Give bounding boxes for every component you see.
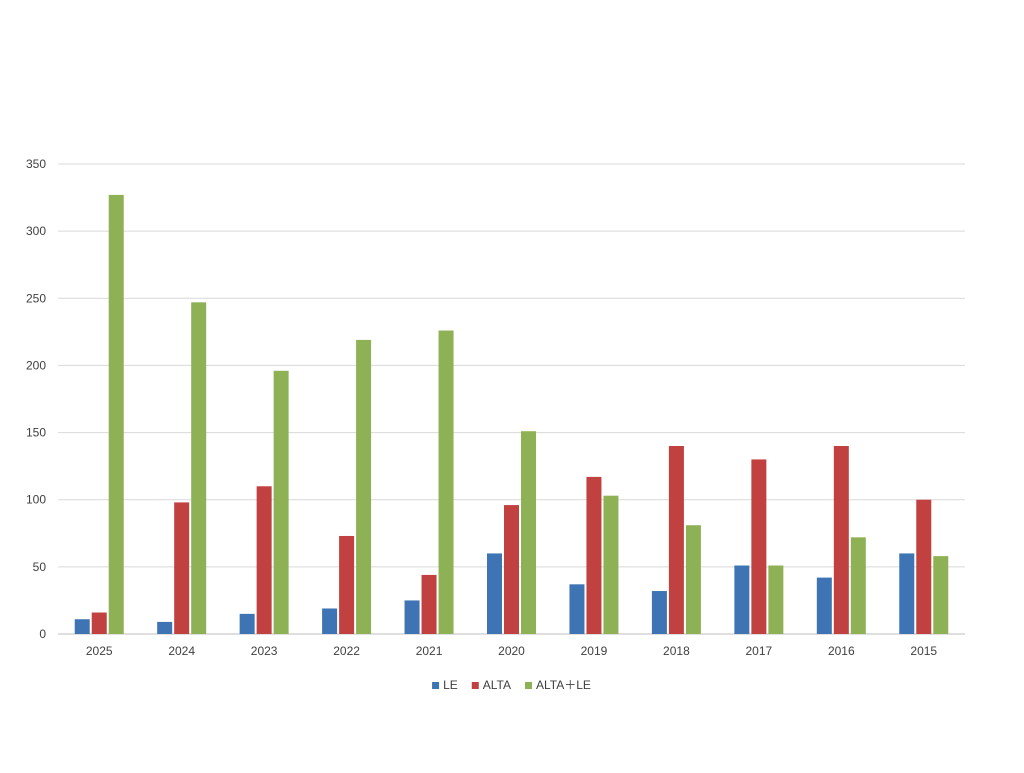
bar-alta-le-2017 bbox=[768, 565, 784, 634]
bar-alta-2017 bbox=[751, 459, 767, 634]
y-axis-tick-labels: 0 50 100 150 200 250 300 350 bbox=[26, 157, 46, 641]
x-tick-label: 2021 bbox=[416, 644, 443, 658]
legend-swatch bbox=[471, 682, 479, 689]
y-tick-label: 0 bbox=[39, 627, 46, 641]
bar-alta-2020 bbox=[504, 505, 519, 634]
bar-alta-le-2024 bbox=[191, 302, 207, 634]
bar-alta-le-2020 bbox=[521, 431, 536, 634]
bar-alta-le-2023 bbox=[273, 370, 289, 634]
bar-alta-2023 bbox=[256, 486, 272, 634]
legend-item: ALTA bbox=[471, 678, 511, 692]
y-tick-label: 300 bbox=[26, 224, 46, 238]
y-tick-label: 350 bbox=[26, 157, 46, 171]
legend-item: ALTA＋LE bbox=[525, 678, 591, 692]
bar-le-2015 bbox=[899, 553, 915, 634]
x-tick-label: 2025 bbox=[86, 644, 113, 658]
bar-le-2017 bbox=[734, 565, 750, 634]
bar-alta-le-2018 bbox=[685, 525, 701, 634]
legend-label: LE bbox=[443, 678, 458, 692]
x-tick-label: 2017 bbox=[746, 644, 773, 658]
bar-alta-le-2019 bbox=[603, 495, 619, 634]
legend-swatch bbox=[525, 682, 532, 689]
bar-alta-le-2025 bbox=[108, 194, 124, 634]
bar-le-2021 bbox=[404, 600, 420, 634]
legend-label: ALTA bbox=[483, 678, 511, 692]
legend-swatch bbox=[432, 682, 440, 689]
bar-alta-2015 bbox=[916, 499, 932, 634]
legend-label: ALTA＋LE bbox=[536, 678, 591, 692]
x-tick-label: 2015 bbox=[910, 644, 937, 658]
legend-item: LE bbox=[432, 678, 458, 692]
bar-le-2020 bbox=[487, 553, 502, 634]
bar-le-2024 bbox=[157, 621, 173, 634]
bar-alta-2019 bbox=[586, 476, 602, 634]
bar-le-2025 bbox=[74, 619, 90, 634]
x-tick-label: 2023 bbox=[251, 644, 278, 658]
bar-alta-le-2016 bbox=[850, 537, 866, 634]
bar-le-2016 bbox=[816, 577, 832, 634]
bar-alta-2018 bbox=[668, 446, 684, 634]
gridlines bbox=[58, 163, 965, 635]
y-tick-label: 250 bbox=[26, 291, 46, 305]
y-tick-label: 150 bbox=[26, 426, 46, 440]
bars bbox=[74, 194, 949, 634]
x-tick-label: 2024 bbox=[168, 644, 195, 658]
legend: LE ALTA ALTA＋LE bbox=[432, 678, 591, 692]
x-tick-label: 2018 bbox=[663, 644, 690, 658]
bar-alta-2021 bbox=[421, 574, 437, 634]
y-tick-label: 100 bbox=[26, 493, 46, 507]
y-tick-label: 200 bbox=[26, 358, 46, 372]
bar-le-2022 bbox=[322, 608, 338, 634]
x-tick-label: 2020 bbox=[498, 644, 525, 658]
x-tick-label: 2019 bbox=[581, 644, 608, 658]
bar-alta-2025 bbox=[91, 612, 107, 634]
bar-alta-le-2015 bbox=[933, 556, 949, 634]
bar-alta-2022 bbox=[339, 535, 355, 634]
bar-alta-2016 bbox=[833, 446, 849, 634]
bar-le-2018 bbox=[651, 591, 667, 634]
x-tick-label: 2022 bbox=[333, 644, 360, 658]
bar-alta-2024 bbox=[174, 502, 190, 634]
x-tick-label: 2016 bbox=[828, 644, 855, 658]
bar-le-2019 bbox=[569, 584, 585, 634]
bar-le-2023 bbox=[239, 613, 255, 634]
bar-alta-le-2021 bbox=[438, 330, 454, 634]
y-tick-label: 50 bbox=[33, 560, 47, 574]
x-axis-tick-labels: 2025 2024 2023 2022 2021 2020 2019 2018 2017 2016… bbox=[86, 644, 938, 658]
bar-alta-le-2022 bbox=[356, 339, 372, 634]
